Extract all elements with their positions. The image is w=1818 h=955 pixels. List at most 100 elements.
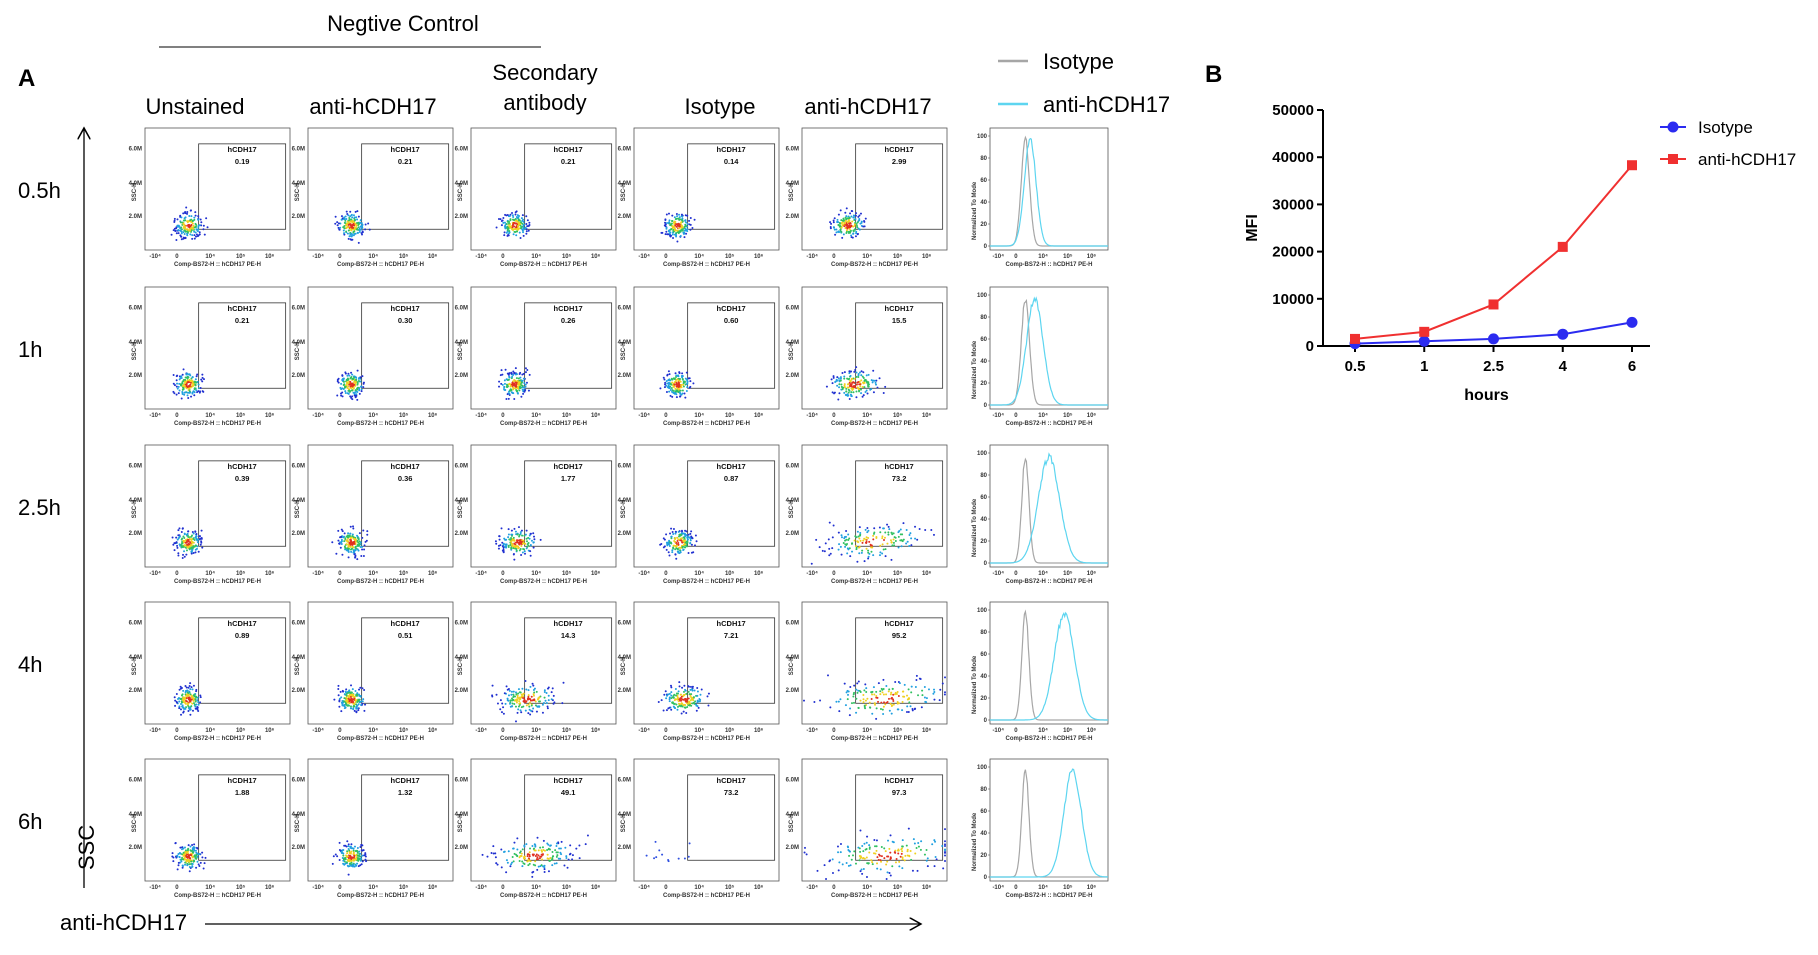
dot (879, 859, 882, 862)
dot (894, 861, 897, 864)
dot (200, 541, 203, 544)
dot (836, 221, 839, 224)
dot (511, 543, 514, 546)
dot (177, 697, 180, 700)
histogram-curve (990, 768, 1109, 878)
dot (838, 383, 841, 386)
dot (564, 846, 567, 849)
dot (352, 704, 355, 707)
gate-value: 49.1 (561, 788, 576, 797)
dot (504, 543, 507, 546)
dot (547, 694, 550, 697)
x-tick-label: 0 (501, 254, 505, 260)
dot (356, 398, 359, 401)
dot (877, 858, 880, 861)
dot (521, 860, 524, 863)
dot (191, 234, 194, 237)
dot (520, 544, 523, 547)
dot (191, 531, 194, 534)
dot (356, 846, 359, 849)
dot (518, 702, 521, 705)
x-tick-label: -10⁴ (806, 571, 818, 577)
dot (359, 228, 362, 231)
dot (199, 218, 202, 221)
dot (844, 211, 847, 214)
dot (551, 864, 554, 867)
dot (529, 860, 532, 863)
x-tick-label: -10⁴ (149, 571, 161, 577)
dot (536, 705, 539, 708)
dot (534, 700, 537, 703)
dot (852, 381, 855, 384)
dot (349, 210, 352, 213)
dot (357, 538, 360, 541)
x-title: Comp-BS72-H :: hCDH17 PE-H (663, 262, 750, 268)
dot (839, 222, 842, 225)
dot (498, 385, 501, 388)
dot (353, 865, 356, 868)
dot (352, 852, 355, 855)
dot (675, 217, 678, 220)
dot (892, 541, 895, 544)
dot (191, 865, 194, 868)
x-axis-label: anti-hCDH17 (60, 910, 187, 935)
dot (527, 544, 530, 547)
dot (667, 707, 670, 710)
y-tick-label: 2.0M (455, 214, 468, 220)
dot (664, 218, 667, 221)
dot (898, 682, 901, 685)
dot (853, 539, 856, 542)
dot (672, 546, 675, 549)
dot (197, 550, 200, 553)
dot (855, 536, 858, 539)
dot (344, 547, 347, 550)
dot (518, 381, 521, 384)
dot (540, 864, 543, 867)
dot (174, 842, 177, 845)
dot (356, 210, 359, 213)
y-tick-label: 2.0M (129, 531, 142, 537)
dot (336, 224, 339, 227)
dot (663, 386, 666, 389)
dot (514, 547, 517, 550)
dot (515, 549, 518, 552)
y-tick-label: 2.0M (786, 531, 799, 537)
dot (355, 711, 358, 714)
dot (862, 693, 865, 696)
y-tick-label: 4.0M (618, 340, 631, 346)
x-tick-label: 0 (664, 571, 668, 577)
dot (341, 703, 344, 706)
dot (541, 858, 544, 861)
dot (187, 686, 190, 689)
x-tick-label: 10⁵ (399, 728, 409, 734)
dot (876, 856, 879, 859)
dot (172, 382, 175, 385)
dot (879, 693, 882, 696)
dot (897, 531, 900, 534)
dot (184, 849, 187, 852)
dot (867, 862, 870, 865)
dot (853, 377, 856, 380)
dot (187, 387, 190, 390)
dot (668, 698, 671, 701)
dot (353, 695, 356, 698)
dot (912, 838, 915, 841)
dot (682, 698, 685, 701)
dot (673, 377, 676, 380)
x-tick-label: 10⁴ (205, 571, 215, 577)
dot (348, 699, 351, 702)
dot (174, 542, 177, 545)
dot (884, 555, 887, 558)
dot (360, 844, 363, 847)
dot (541, 846, 544, 849)
dot (684, 689, 687, 692)
y-tick-label: 6.0M (129, 778, 142, 784)
dot (857, 388, 860, 391)
dot (897, 535, 900, 538)
dot (192, 699, 195, 702)
dot (348, 865, 351, 868)
dot (684, 704, 687, 707)
series-line (1354, 164, 1633, 340)
dot (670, 387, 673, 390)
